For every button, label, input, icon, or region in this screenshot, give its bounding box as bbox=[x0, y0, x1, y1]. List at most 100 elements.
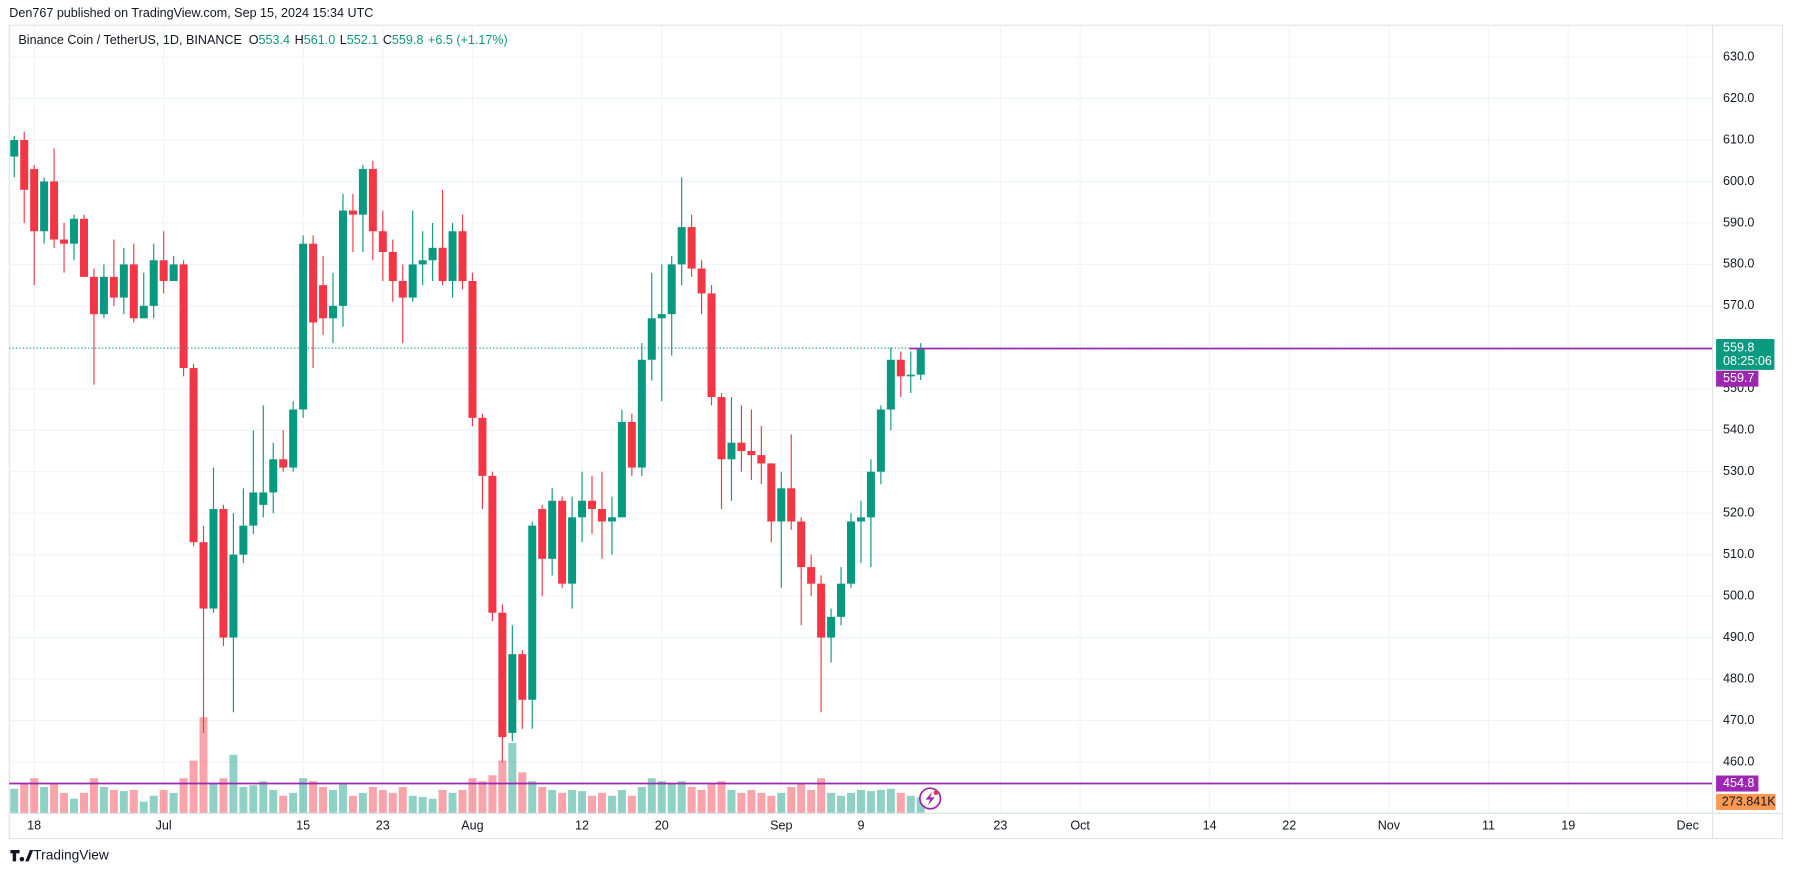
volume-bar bbox=[478, 781, 487, 814]
snapshot-icon bbox=[919, 787, 942, 810]
candle-body bbox=[169, 264, 178, 281]
candle-body bbox=[60, 239, 69, 244]
volume-bar bbox=[498, 760, 507, 814]
countdown-label: 08:25:06 bbox=[1723, 354, 1772, 368]
volume-bar bbox=[647, 778, 656, 814]
candle-body bbox=[488, 475, 497, 613]
candle-body bbox=[79, 218, 88, 277]
volume-bar bbox=[697, 789, 706, 814]
legend-value: 561.0 bbox=[304, 34, 335, 48]
volume-bar bbox=[249, 785, 258, 814]
volume-layer bbox=[10, 717, 925, 814]
candle-body bbox=[329, 305, 338, 319]
x-tick-label: 11 bbox=[1482, 818, 1495, 832]
x-tick-label: 9 bbox=[857, 818, 864, 832]
candle-body bbox=[578, 500, 587, 518]
volume-bar bbox=[209, 784, 218, 814]
volume-bar bbox=[757, 792, 766, 814]
candle-body bbox=[737, 442, 746, 451]
volume-bar bbox=[50, 784, 59, 814]
candle-body bbox=[139, 305, 148, 319]
candle-body bbox=[109, 276, 118, 298]
volume-bar bbox=[528, 781, 537, 814]
candle-body bbox=[797, 521, 806, 568]
candle-body bbox=[438, 247, 447, 281]
candle-body bbox=[209, 509, 218, 609]
candle-body bbox=[388, 251, 397, 281]
candle-body bbox=[498, 612, 507, 738]
volume-bar bbox=[807, 789, 816, 814]
y-tick-label: 490.0 bbox=[1723, 630, 1754, 644]
volume-bar bbox=[289, 792, 298, 814]
candle-body bbox=[876, 409, 885, 472]
x-tick-label: Jul bbox=[156, 818, 172, 832]
volume-bar bbox=[149, 795, 158, 814]
footer-logo: TradingView bbox=[10, 847, 109, 862]
candle-body bbox=[478, 417, 487, 476]
candle-body bbox=[219, 509, 228, 638]
candle-body bbox=[358, 169, 367, 215]
volume-label: 273.841K bbox=[1722, 794, 1776, 808]
volume-bar bbox=[428, 798, 437, 814]
candle-body bbox=[199, 542, 208, 609]
volume-bar bbox=[378, 789, 387, 814]
candle-body bbox=[777, 488, 786, 522]
x-tick-label: Dec bbox=[1677, 818, 1699, 832]
volume-bar bbox=[817, 778, 826, 814]
footer: TradingView bbox=[33, 847, 109, 862]
legend-value: 552.1 bbox=[347, 34, 378, 48]
volume-bar bbox=[70, 798, 79, 814]
candle-body bbox=[239, 525, 248, 555]
volume-bar bbox=[588, 795, 597, 814]
volume-bar bbox=[866, 791, 875, 814]
volume-bar bbox=[448, 792, 457, 814]
volume-bar bbox=[358, 792, 367, 814]
volume-bar bbox=[578, 791, 587, 814]
candle-body bbox=[886, 359, 895, 410]
volume-bar bbox=[627, 795, 636, 814]
legend-value: 559.8 bbox=[392, 34, 423, 48]
y-tick-label: 470.0 bbox=[1723, 713, 1754, 727]
volume-bar bbox=[119, 791, 128, 814]
candle-body bbox=[448, 231, 457, 281]
candle-body bbox=[767, 463, 776, 522]
x-tick-label: Nov bbox=[1378, 818, 1401, 832]
volume-bar bbox=[10, 788, 19, 814]
hline-label: 454.8 bbox=[1723, 776, 1754, 790]
candle-body bbox=[528, 525, 537, 700]
last-price-box bbox=[1716, 339, 1775, 370]
volume-bar bbox=[468, 778, 477, 814]
candle-body bbox=[637, 359, 646, 468]
volume-bar bbox=[916, 797, 925, 814]
candle-body bbox=[697, 268, 706, 294]
header: Den767 published on TradingView.com, Sep… bbox=[9, 6, 373, 20]
volume-bar bbox=[89, 778, 98, 814]
candle-body bbox=[368, 169, 377, 232]
y-tick-label: 510.0 bbox=[1723, 547, 1754, 561]
volume-bar bbox=[747, 789, 756, 814]
volume-bar bbox=[338, 784, 347, 814]
candle-body bbox=[627, 421, 636, 468]
y-tick-label: 500.0 bbox=[1723, 588, 1754, 602]
volume-bar bbox=[259, 781, 268, 814]
volume-bar bbox=[139, 801, 148, 814]
label-layer: 460.0 470.0 480.0 490.0 500.0 510.0 520.0 530.0… bbox=[27, 49, 1776, 832]
candle-body bbox=[837, 583, 846, 617]
y-tick-label: 570.0 bbox=[1723, 298, 1754, 312]
volume-bar bbox=[109, 789, 118, 814]
candle-body bbox=[827, 616, 836, 638]
candle-body bbox=[588, 500, 597, 510]
volume-bar bbox=[488, 775, 497, 814]
candle-body bbox=[846, 521, 856, 584]
volume-bar bbox=[179, 778, 188, 814]
legend-symbol: Binance Coin / TetherUS, 1D, BINANCE bbox=[18, 34, 241, 48]
volume-bar bbox=[856, 789, 865, 814]
candle-body bbox=[418, 260, 427, 265]
y-tick-label: 590.0 bbox=[1723, 215, 1754, 229]
last-price-label: 559.8 bbox=[1723, 340, 1754, 354]
volume-bar bbox=[438, 789, 447, 814]
candle-body bbox=[597, 509, 606, 522]
x-tick-label: 14 bbox=[1203, 818, 1217, 832]
candle-body bbox=[518, 654, 527, 700]
candle-body bbox=[279, 459, 288, 468]
